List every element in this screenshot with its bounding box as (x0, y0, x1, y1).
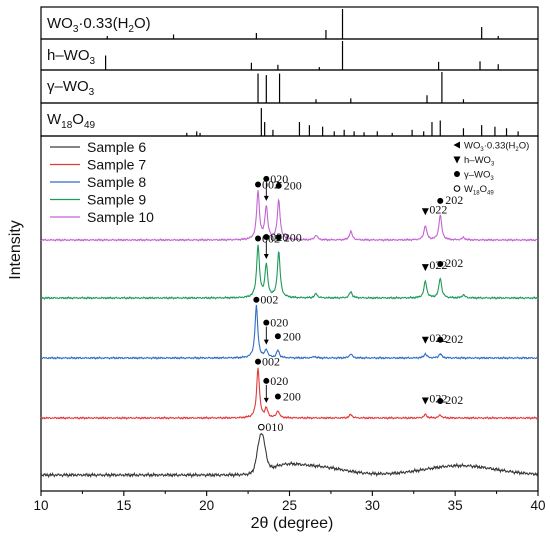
peak-label-020: 020 (270, 172, 288, 186)
peak-label-200: 200 (284, 179, 302, 193)
peak-label-002: 002 (262, 355, 280, 369)
ref-label-wo3-0-33-h2o: WO3·0.33(H2O) (47, 15, 151, 35)
ref-label-h-wo3: h–WO3 (47, 47, 96, 67)
arrow-head (263, 253, 269, 259)
legend-label-sample-10: Sample 10 (87, 209, 154, 225)
marker-200 (275, 234, 282, 241)
x-tick-label-25: 25 (282, 498, 297, 513)
peak-label-202: 202 (445, 256, 463, 270)
x-tick-label-35: 35 (448, 498, 463, 513)
legend-label-sample-9: Sample 9 (87, 192, 146, 208)
marker-020 (263, 377, 270, 384)
x-tick-label-30: 30 (365, 498, 380, 513)
peak-annotations: 0100020202000222020020202000222020020202… (253, 172, 463, 434)
peak-label-200: 200 (283, 329, 301, 343)
ref-panel-4: W18O49 (40, 102, 539, 137)
marker-200 (275, 182, 282, 189)
peak-label-200: 200 (283, 389, 301, 403)
marker-202 (437, 261, 444, 268)
ref-label-w18o49: W18O49 (47, 111, 96, 131)
ref-panel-frame (40, 38, 539, 71)
peak-label-202: 202 (445, 193, 463, 207)
peak-label-020: 020 (270, 374, 288, 388)
marker-022 (421, 397, 429, 405)
arrow-head (263, 397, 269, 403)
marker-022 (421, 208, 429, 216)
marker-002 (255, 358, 262, 365)
curve-sample-8 (40, 304, 539, 360)
marker-020 (263, 319, 270, 326)
marker-022 (421, 336, 429, 344)
ref-panel-2: h–WO3 (40, 38, 539, 71)
arrow-head (263, 195, 269, 201)
legend-phase-wo3: γ–WO3 (464, 170, 494, 183)
x-tick-label-20: 20 (199, 498, 214, 513)
marker-202 (437, 197, 444, 204)
legend-phase-h-wo3: h–WO3 (464, 155, 495, 168)
ref-panel-1: WO3·0.33(H2O) (40, 6, 539, 40)
arrow-head (263, 339, 269, 345)
peak-label-202: 202 (445, 393, 463, 407)
ref-label-bg (43, 42, 100, 64)
marker-202 (437, 336, 444, 343)
legend-marker-wo3-0-33-h2o (453, 141, 460, 149)
marker-022 (421, 264, 429, 272)
ref-label-bg (43, 73, 99, 95)
peak-label-010: 010 (265, 420, 283, 434)
ref-panel-3: γ–WO3 (40, 69, 539, 104)
marker-002 (255, 235, 262, 242)
marker-200 (274, 393, 281, 400)
peak-label-202: 202 (445, 332, 463, 346)
y-axis-label: Intensity (7, 220, 24, 280)
legend-label-sample-6: Sample 6 (87, 139, 146, 155)
marker-020 (263, 175, 270, 182)
legend-label-sample-8: Sample 8 (87, 174, 146, 190)
curve-sample-7 (40, 367, 539, 421)
peak-label-002: 002 (260, 293, 278, 307)
peak-label-020: 020 (270, 316, 288, 330)
x-tick-label-15: 15 (116, 498, 131, 513)
legend-phase-w18o49: W18O49 (464, 184, 494, 197)
curve-sample-9 (40, 244, 539, 300)
curve-sample-10 (40, 190, 539, 243)
ref-label-bg (43, 10, 155, 32)
legend-marker-w18o49 (453, 185, 461, 192)
ref-label-wo3: γ–WO3 (47, 78, 95, 98)
marker-020 (263, 233, 270, 240)
legend-marker-wo3 (454, 171, 460, 177)
x-tick-label-10: 10 (33, 498, 48, 513)
ref-panel-frame (40, 69, 539, 104)
legend-marker-h-wo3 (453, 156, 461, 164)
x-axis-label: 2θ (degree) (251, 515, 334, 532)
reference-panels: WO3·0.33(H2O) h–WO3 γ–WO3 W18O49 (40, 6, 539, 137)
legend-label-sample-7: Sample 7 (87, 157, 146, 173)
xrd-curves (40, 190, 539, 479)
x-tick-label-40: 40 (530, 498, 545, 513)
x-axis: 10 15 20 25 30 35 40 (33, 491, 546, 513)
curve-sample-6 (40, 432, 539, 479)
annotations-sample-6: 010 (258, 420, 283, 434)
main-plot: 0100020202000222020020202000222020020202… (40, 135, 539, 492)
marker-010 (258, 423, 265, 431)
legend-phase-wo3-0-33-h2o: WO3·0.33(H2O) (464, 141, 529, 154)
marker-002 (255, 181, 262, 188)
marker-002 (253, 296, 260, 303)
peak-label-200: 200 (284, 230, 302, 244)
marker-200 (274, 333, 281, 340)
peak-label-022: 022 (429, 202, 447, 216)
marker-202 (437, 397, 444, 404)
ref-label-bg (43, 106, 100, 128)
